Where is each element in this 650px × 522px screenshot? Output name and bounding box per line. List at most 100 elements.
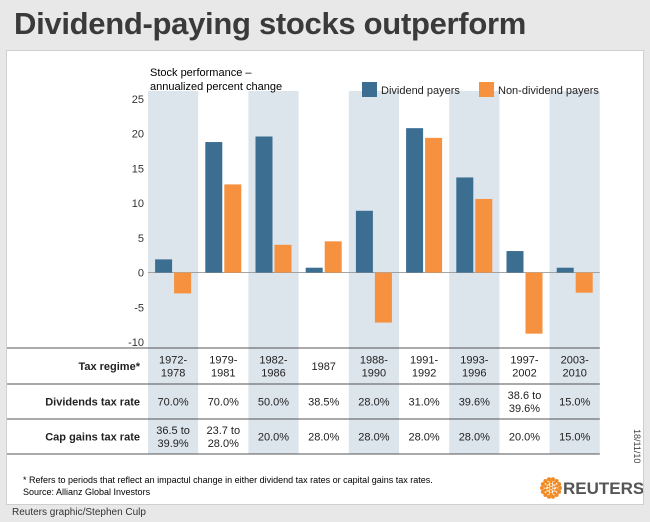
table-cell: 39.6% — [509, 403, 540, 415]
y-tick-label: 0 — [138, 268, 144, 280]
legend-swatch-dividend — [362, 82, 377, 97]
bar-non-dividend-7 — [525, 272, 543, 334]
tax-table: Tax regime* 1972-1978 1979-1981 1982-1986 19… — [7, 347, 600, 455]
logo-dot — [549, 489, 552, 493]
logo-dot — [545, 481, 550, 485]
bar-dividend-5 — [406, 128, 424, 273]
y-axis-label-line2: annualized percent change — [150, 81, 282, 93]
chart-svg: 25 20 15 10 5 0 -5 -10 Dividend payers Non-divid… — [7, 67, 643, 499]
table-cell: 1986 — [261, 368, 285, 380]
table-cell: 28.0% — [358, 432, 389, 444]
table-cell: 20.0% — [258, 432, 289, 444]
chart-title: Dividend-paying stocks outperform — [14, 6, 526, 41]
bar-non-dividend-4 — [374, 272, 392, 323]
bar-dividend-6 — [456, 177, 474, 273]
logo-dot — [554, 478, 559, 483]
table-row-label: Dividends tax rate — [45, 397, 140, 409]
table-cell: 1990 — [362, 368, 386, 380]
table-cell: 1972- — [159, 355, 187, 367]
logo-dot — [543, 493, 548, 498]
logo-dot — [551, 494, 556, 499]
y-tick-label: 25 — [132, 94, 144, 106]
logo-dot — [557, 482, 562, 487]
logo-dot — [540, 489, 545, 494]
logo-dot — [549, 492, 553, 496]
logo-dot — [555, 484, 559, 488]
table-cell: 31.0% — [408, 397, 439, 409]
footnote: * Refers to periods that reflect an impa… — [23, 475, 433, 485]
logo-dot — [546, 494, 551, 499]
credit: Reuters graphic/Stephen Culp — [12, 507, 146, 518]
date-stamp: 18/11/10 — [632, 429, 642, 463]
bar-non-dividend-1 — [224, 184, 242, 273]
logo-dot — [549, 480, 553, 484]
table-cell: 1978 — [161, 368, 185, 380]
table-cell: 36.5 to — [156, 425, 190, 437]
y-axis: 25 20 15 10 5 0 -5 -10 — [128, 94, 144, 349]
table-cell: 20.0% — [509, 432, 540, 444]
table-cell: 28.0% — [408, 432, 439, 444]
table-row-label: Tax regime* — [78, 361, 140, 373]
bar-non-dividend-3 — [324, 241, 342, 273]
bar-dividend-4 — [355, 210, 373, 273]
table-cell: 1988- — [360, 355, 388, 367]
table-cell: 1981 — [211, 368, 235, 380]
table-cell: 23.7 to — [206, 425, 240, 437]
table-cell: 38.6 to — [508, 390, 542, 402]
logo-dot — [547, 485, 550, 488]
legend: Dividend payers Non-dividend payers — [362, 82, 599, 97]
bar-non-dividend-5 — [425, 137, 443, 273]
logo-dot — [549, 486, 553, 490]
table-cell: 1993- — [460, 355, 488, 367]
table-cell: 28.0% — [308, 432, 339, 444]
legend-label-dividend: Dividend payers — [381, 85, 460, 97]
reuters-logo-text: REUTERS — [563, 479, 643, 498]
logo-dot — [552, 488, 555, 491]
table-cell: 1997- — [510, 355, 538, 367]
logo-dot — [551, 477, 556, 482]
table-cell: 28.0% — [208, 438, 239, 450]
logo-dot — [540, 486, 544, 490]
bar-non-dividend-8 — [575, 272, 593, 293]
bar-non-dividend-0 — [174, 272, 192, 294]
table-cell: 38.5% — [308, 397, 339, 409]
table-cell: 70.0% — [157, 397, 188, 409]
y-tick-label: 10 — [132, 198, 144, 210]
table-cell: 1992 — [412, 368, 436, 380]
reuters-logo-mark — [540, 477, 562, 499]
table-cell: 1991- — [410, 355, 438, 367]
table-cell: 50.0% — [258, 397, 289, 409]
table-cell: 39.6% — [459, 397, 490, 409]
y-tick-label: 15 — [132, 163, 144, 175]
logo-dot — [552, 491, 557, 495]
table-cell: 70.0% — [208, 397, 239, 409]
table-cell: 15.0% — [559, 397, 590, 409]
table-cell: 15.0% — [559, 432, 590, 444]
table-cell: 2010 — [562, 368, 586, 380]
table-cell: 39.9% — [157, 438, 188, 450]
y-tick-label: -5 — [134, 302, 144, 314]
table-cell: 2002 — [512, 368, 536, 380]
table-cell: 28.0% — [459, 432, 490, 444]
table-cell: 1996 — [462, 368, 486, 380]
logo-dot — [558, 486, 562, 490]
bar-dividend-1 — [205, 142, 223, 273]
logo-dot — [552, 485, 555, 488]
logo-dot — [546, 477, 551, 482]
y-tick-label: 20 — [132, 129, 144, 141]
bar-dividend-0 — [155, 259, 173, 273]
table-row-label: Cap gains tax rate — [45, 432, 140, 444]
logo-dot — [543, 484, 547, 488]
table-cell: 1987 — [311, 361, 335, 373]
y-axis-label-line1: Stock performance – — [150, 67, 252, 79]
bar-dividend-8 — [556, 267, 574, 273]
bar-dividend-7 — [506, 251, 524, 273]
legend-swatch-non-dividend — [479, 82, 494, 97]
bar-non-dividend-6 — [475, 198, 493, 273]
logo-dot — [555, 488, 559, 492]
reuters-logo: REUTERS — [540, 477, 643, 499]
source: Source: Allianz Global Investors — [23, 487, 151, 497]
logo-dot — [557, 489, 562, 494]
bar-non-dividend-2 — [274, 244, 292, 273]
logo-dot — [550, 483, 553, 487]
